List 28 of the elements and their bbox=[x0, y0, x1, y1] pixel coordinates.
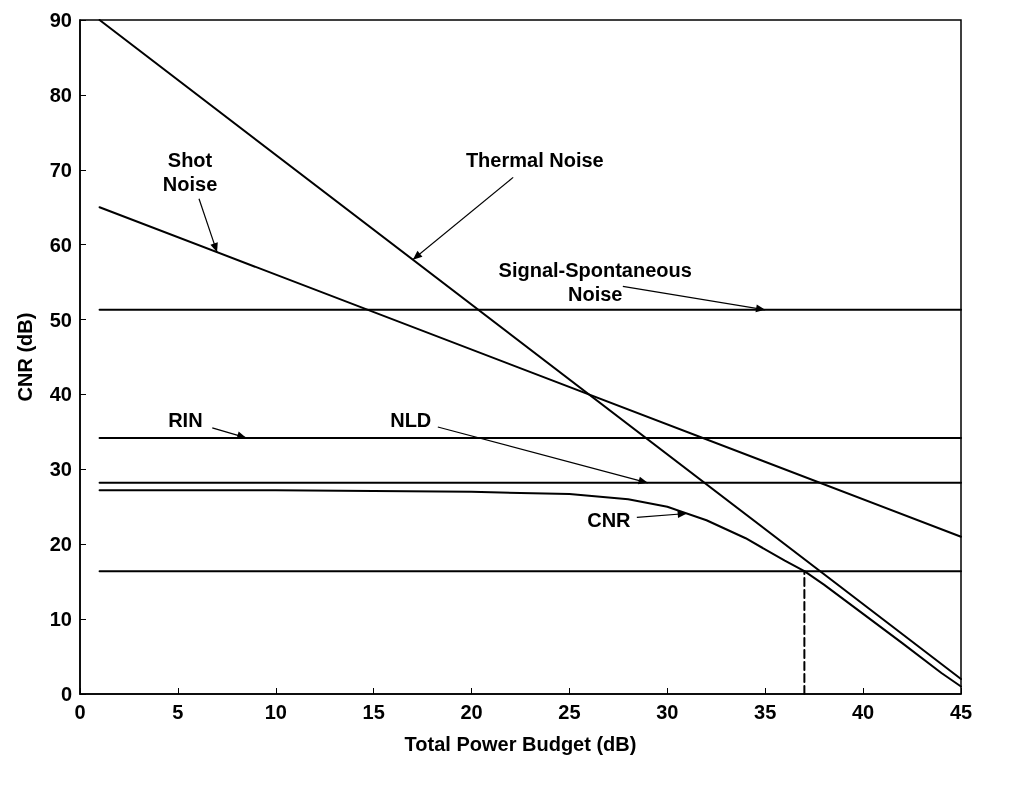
x-tick-label: 30 bbox=[656, 701, 679, 723]
annotation: Thermal Noise bbox=[465, 147, 604, 172]
x-tick-label: 35 bbox=[754, 701, 777, 723]
annotation: NLD bbox=[390, 407, 432, 432]
y-tick-label: 60 bbox=[49, 233, 72, 256]
x-tick-label: 0 bbox=[74, 701, 86, 723]
x-tick-label: 15 bbox=[362, 701, 385, 723]
x-tick-label: 5 bbox=[172, 701, 184, 723]
x-axis-title: Total Power Budget (dB) bbox=[404, 733, 637, 755]
y-tick-label: 90 bbox=[49, 9, 72, 31]
annotation: Shot Noise bbox=[162, 148, 218, 197]
y-tick-label: 30 bbox=[49, 458, 72, 481]
y-tick-label: 20 bbox=[49, 533, 72, 556]
y-tick-label: 80 bbox=[49, 83, 72, 106]
x-tick-label: 20 bbox=[460, 701, 483, 723]
annotation: RIN bbox=[168, 407, 203, 432]
y-tick-label: 70 bbox=[49, 158, 72, 181]
annotation: Signal-Spontaneous Noise bbox=[498, 257, 692, 306]
y-tick-label: 0 bbox=[60, 683, 72, 705]
x-tick-label: 25 bbox=[558, 701, 581, 723]
x-tick-label: 45 bbox=[949, 701, 973, 723]
y-tick-label: 10 bbox=[49, 608, 72, 631]
y-tick-label: 50 bbox=[49, 308, 72, 331]
y-tick-label: 40 bbox=[49, 383, 72, 406]
x-tick-label: 10 bbox=[264, 701, 287, 723]
annotation: CNR bbox=[587, 507, 631, 532]
y-axis-title: CNR (dB) bbox=[14, 312, 36, 402]
x-tick-label: 40 bbox=[851, 701, 875, 723]
